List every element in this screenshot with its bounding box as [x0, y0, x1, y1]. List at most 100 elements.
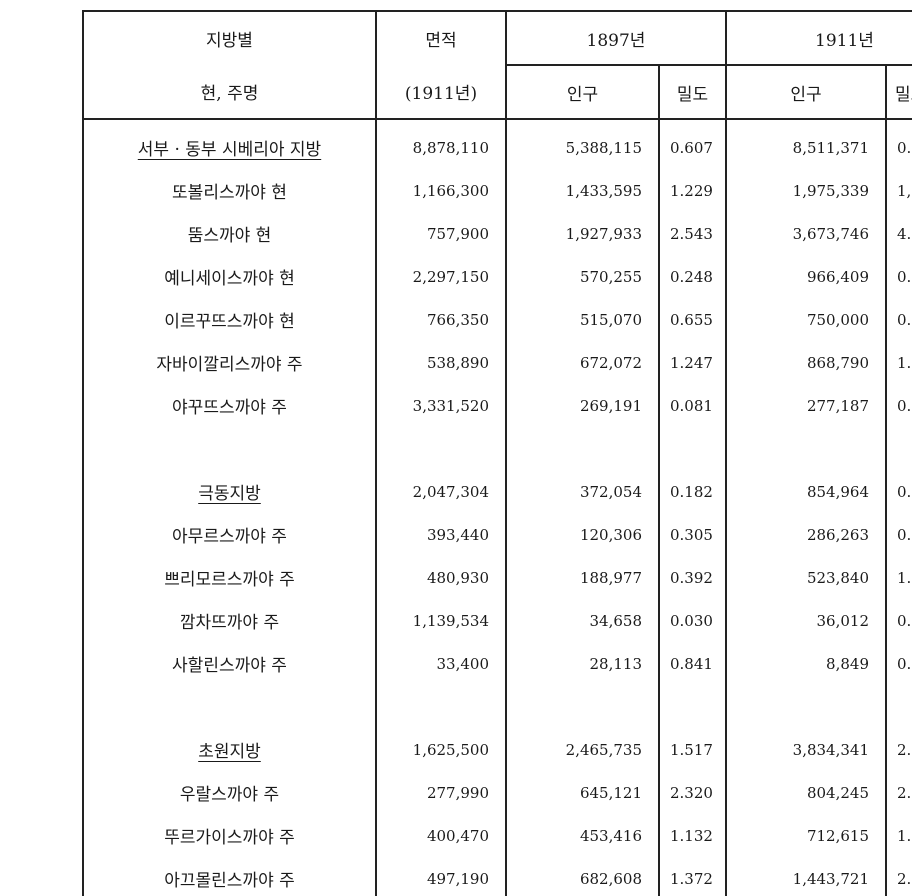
population-1897-cell-text: 372,054 — [579, 482, 642, 501]
density-1911-cell: 0. — [885, 470, 912, 513]
region-name-text: 쁘리모르스까야 주 — [164, 570, 295, 590]
area-cell-text: 33,400 — [436, 654, 490, 673]
region-name: 초원지방 — [82, 728, 377, 771]
density-1897-cell-text: 1.132 — [670, 826, 713, 845]
density-1911-cell-text: 0. — [897, 611, 912, 630]
population-1911-cell: 1,443,721 — [725, 857, 887, 896]
region-name-text: 극동지방 — [198, 484, 261, 504]
population-1897-cell-text: 682,608 — [579, 869, 642, 888]
area-cell-text: 497,190 — [426, 869, 489, 888]
region-name: 사할린스까야 주 — [82, 642, 377, 685]
population-1897-cell: 188,977 — [505, 556, 660, 599]
population-1897-cell-text: 28,113 — [589, 654, 643, 673]
region-name-text: 뚜르가이스까야 주 — [164, 828, 295, 848]
header-year-1911: 1911년 — [725, 10, 912, 66]
table-row: 이르꾸뜨스까야 현 766,350 515,070 0.655 750,000 0. — [82, 298, 912, 341]
population-1911-cell: 3,834,341 — [725, 728, 887, 771]
area-cell-text: 8,878,110 — [412, 138, 489, 157]
density-1897-cell: 0.392 — [658, 556, 727, 599]
table-row: 뚬스까야 현 757,900 1,927,933 2.543 3,673,746 4. — [82, 212, 912, 255]
density-1911-cell-text: 2. — [897, 783, 912, 802]
region-name: 이르꾸뜨스까야 현 — [82, 298, 377, 341]
density-1897-cell-text: 0.081 — [670, 396, 713, 415]
density-1911-cell: 0. — [885, 599, 912, 642]
area-cell-text: 538,890 — [426, 353, 489, 372]
population-1897-cell-text: 34,658 — [589, 611, 643, 630]
density-1911-cell: 1, — [885, 169, 912, 212]
density-1911-cell: 2. — [885, 771, 912, 814]
population-1911-cell: 1,975,339 — [725, 169, 887, 212]
density-1911-cell-text: 0. — [897, 310, 912, 329]
region-name: 뚜르가이스까야 주 — [82, 814, 377, 857]
density-1911-cell-text: 4. — [897, 224, 912, 243]
density-1911-cell-text: 2. — [897, 869, 912, 888]
population-1911-cell-text: 1,975,339 — [792, 181, 869, 200]
area-cell: 1,139,534 — [375, 599, 507, 642]
population-1897-cell — [505, 685, 660, 728]
population-1911-cell — [725, 685, 887, 728]
area-cell: 400,470 — [375, 814, 507, 857]
density-1897-cell: 1.372 — [658, 857, 727, 896]
population-1911-cell: 286,263 — [725, 513, 887, 556]
population-1897-cell: 2,465,735 — [505, 728, 660, 771]
region-name-text: 우랄스까야 주 — [179, 785, 280, 805]
region-name: 깜차뜨까야 주 — [82, 599, 377, 642]
density-1911-cell: 1. — [885, 341, 912, 384]
density-1911-cell-text: 0. — [897, 525, 912, 544]
region-row: 서부 · 동부 시베리아 지방 8,878,110 5,388,115 0.607 8,… — [82, 119, 912, 169]
population-1897-cell: 453,416 — [505, 814, 660, 857]
area-cell: 480,930 — [375, 556, 507, 599]
header-region-sub: 현, 주명 — [82, 65, 377, 120]
area-cell: 538,890 — [375, 341, 507, 384]
table-row: 아무르스까야 주 393,440 120,306 0.305 286,263 0. — [82, 513, 912, 556]
region-name-text: 예니세이스까야 현 — [164, 269, 295, 289]
area-cell: 766,350 — [375, 298, 507, 341]
population-1911-cell: 868,790 — [725, 341, 887, 384]
density-1911-cell: 0. — [885, 298, 912, 341]
area-cell-text: 2,047,304 — [412, 482, 489, 501]
population-1897-cell: 682,608 — [505, 857, 660, 896]
population-1911-cell-text: 868,790 — [806, 353, 869, 372]
region-row: 초원지방 1,625,500 2,465,735 1.517 3,834,341 2. — [82, 728, 912, 771]
population-1897-cell: 28,113 — [505, 642, 660, 685]
population-1911-cell-text: 966,409 — [806, 267, 869, 286]
header-density-1911: 밀도 — [885, 64, 912, 120]
density-1897-cell: 0.305 — [658, 513, 727, 556]
region-name: 우랄스까야 주 — [82, 771, 377, 814]
population-1911-cell: 8,849 — [725, 642, 887, 685]
header-pop-1911: 인구 — [725, 64, 887, 120]
area-cell — [375, 685, 507, 728]
density-1897-cell-text: 0.305 — [670, 525, 713, 544]
region-name: 예니세이스까야 현 — [82, 255, 377, 298]
population-1911-cell: 966,409 — [725, 255, 887, 298]
region-name-text: 깜차뜨까야 주 — [179, 613, 280, 633]
population-1897-cell-text: 120,306 — [579, 525, 642, 544]
region-name: 뚬스까야 현 — [82, 212, 377, 255]
area-cell: 2,047,304 — [375, 470, 507, 513]
table-row: 사할린스까야 주 33,400 28,113 0.841 8,849 0. — [82, 642, 912, 685]
population-1897-cell: 372,054 — [505, 470, 660, 513]
region-name: 야꾸뜨스까야 주 — [82, 384, 377, 427]
population-1911-cell: 750,000 — [725, 298, 887, 341]
area-cell-text: 400,470 — [426, 826, 489, 845]
population-1911-cell-text: 750,000 — [806, 310, 869, 329]
population-table: 지방별 면적 1897년 1911년 현, 주명 (1911년) 인구 밀도 인… — [82, 10, 912, 896]
population-1911-cell-text: 277,187 — [806, 396, 869, 415]
table-row: 우랄스까야 주 277,990 645,121 2.320 804,245 2. — [82, 771, 912, 814]
density-1911-cell-text: 1. — [897, 826, 912, 845]
population-1897-cell-text: 1,927,933 — [565, 224, 642, 243]
region-name-text: 야꾸뜨스까야 주 — [172, 398, 287, 418]
header-area-sub: (1911년) — [375, 65, 507, 120]
region-name-text: 자바이깔리스까야 주 — [156, 355, 303, 375]
density-1911-cell: 2. — [885, 857, 912, 896]
region-name: 아무르스까야 주 — [82, 513, 377, 556]
population-1911-cell-text: 8,849 — [826, 654, 869, 673]
area-cell: 33,400 — [375, 642, 507, 685]
area-cell-text: 1,166,300 — [412, 181, 489, 200]
density-1911-cell: 1. — [885, 556, 912, 599]
population-1897-cell: 1,927,933 — [505, 212, 660, 255]
table-row: 쁘리모르스까야 주 480,930 188,977 0.392 523,840 1. — [82, 556, 912, 599]
density-1897-cell-text: 1.247 — [670, 353, 713, 372]
header-pop-1897: 인구 — [505, 64, 660, 120]
